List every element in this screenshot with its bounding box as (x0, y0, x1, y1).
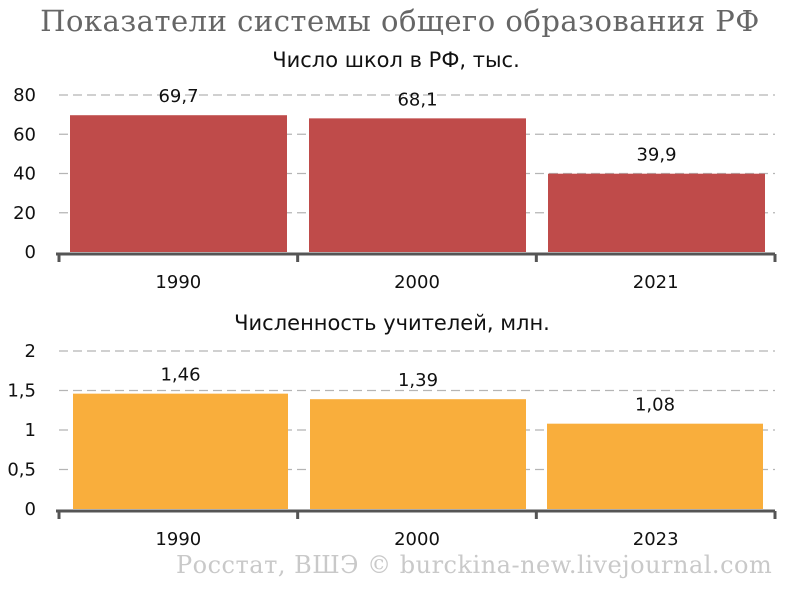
schools-y-tick-label: 60 (13, 124, 36, 145)
schools-y-tick-label: 0 (25, 242, 36, 263)
schools-data-label: 68,1 (397, 89, 437, 110)
schools-y-tick-label: 20 (13, 203, 36, 224)
schools-bar (309, 118, 526, 252)
schools-bar (70, 115, 287, 253)
teachers-data-label: 1,08 (635, 395, 675, 416)
schools-bar (548, 173, 765, 252)
teachers-data-label: 1,46 (160, 365, 200, 386)
teachers-bar (547, 423, 763, 509)
teachers-x-tick-label: 2023 (633, 529, 679, 550)
teachers-x-tick-label: 1990 (155, 529, 201, 550)
teachers-data-label: 1,39 (398, 370, 438, 391)
schools-x-tick-label: 1990 (155, 272, 201, 293)
schools-x-tick-label: 2000 (394, 272, 440, 293)
teachers-chart-title: Численность учителей, млн. (234, 311, 550, 335)
schools-chart-title: Число школ в РФ, тыс. (272, 48, 520, 72)
schools-data-label: 39,9 (636, 145, 676, 166)
teachers-y-tick-label: 2 (25, 341, 36, 362)
teachers-chart: Численность учителей, млн. 0 0,5 1 1,5 2 1,46… (7, 311, 777, 550)
schools-chart: Число школ в РФ, тыс. 0 20 40 60 80 69,7 1990 6… (13, 48, 777, 293)
schools-y-tick-label: 80 (13, 85, 36, 106)
teachers-x-tick-label: 2000 (394, 529, 440, 550)
teachers-y-tick-label: 1 (25, 420, 36, 441)
schools-data-label: 69,7 (158, 86, 198, 107)
teachers-bar (310, 399, 526, 509)
schools-y-tick-label: 40 (13, 164, 36, 185)
page-title: Показатели системы общего образования РФ (40, 4, 760, 38)
schools-x-tick-label: 2021 (633, 272, 679, 293)
teachers-y-tick-label: 1,5 (7, 381, 36, 402)
teachers-y-tick-label: 0,5 (7, 460, 36, 481)
teachers-bar (73, 393, 288, 509)
teachers-y-tick-label: 0 (25, 499, 36, 520)
source-credit: Росстат, ВШЭ © burckina-new.livejournal.… (176, 551, 773, 579)
